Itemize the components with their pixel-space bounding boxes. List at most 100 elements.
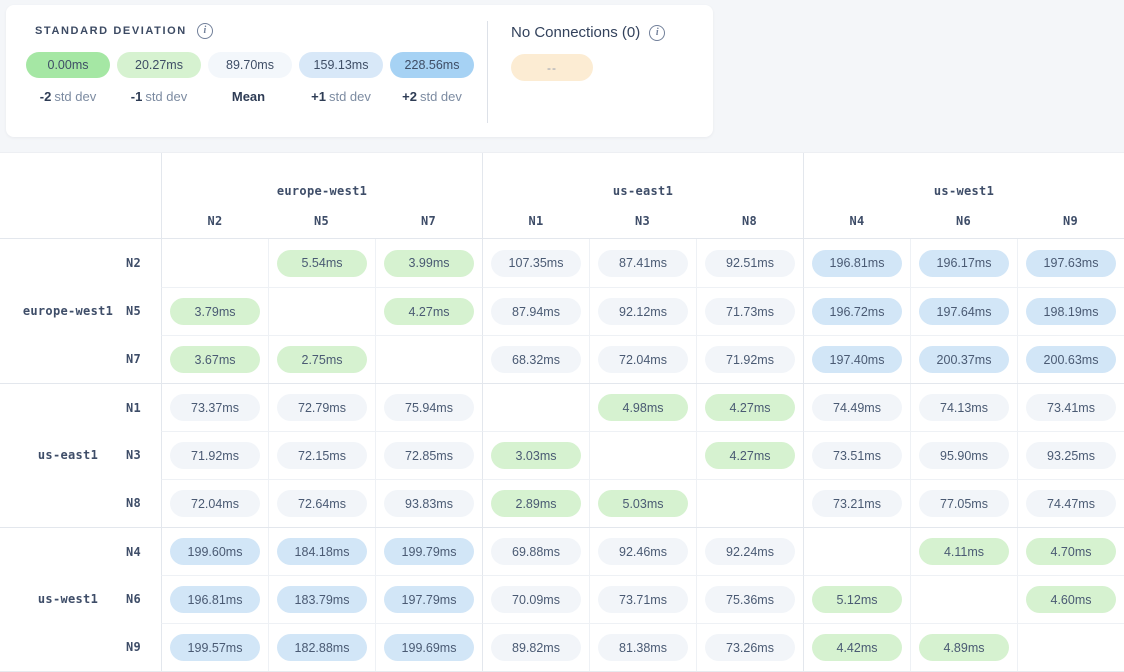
latency-pill[interactable]: 72.79ms xyxy=(277,394,367,421)
latency-pill[interactable]: 5.54ms xyxy=(277,249,367,277)
latency-pill[interactable]: 73.26ms xyxy=(705,634,795,661)
latency-cell-N6-N4[interactable]: 5.12ms xyxy=(803,575,910,623)
latency-cell-N7-N5[interactable]: 2.75ms xyxy=(268,335,375,383)
latency-pill[interactable]: 4.98ms xyxy=(598,394,688,421)
latency-cell-N1-N6[interactable]: 74.13ms xyxy=(910,384,1017,431)
latency-pill[interactable]: 95.90ms xyxy=(919,442,1009,469)
latency-cell-N5-N8[interactable]: 71.73ms xyxy=(696,287,803,335)
latency-pill[interactable]: 2.75ms xyxy=(277,346,367,373)
latency-pill[interactable]: 73.37ms xyxy=(170,394,260,421)
latency-cell-N9-N5[interactable]: 182.88ms xyxy=(268,623,375,671)
latency-pill[interactable]: 4.11ms xyxy=(919,538,1009,565)
latency-cell-N2-N1[interactable]: 107.35ms xyxy=(482,239,589,287)
latency-pill[interactable]: 3.99ms xyxy=(384,249,474,277)
latency-cell-N4-N6[interactable]: 4.11ms xyxy=(910,528,1017,575)
latency-cell-N1-N8[interactable]: 4.27ms xyxy=(696,384,803,431)
latency-cell-N7-N6[interactable]: 200.37ms xyxy=(910,335,1017,383)
latency-pill[interactable]: 199.79ms xyxy=(384,538,474,565)
latency-cell-N8-N9[interactable]: 74.47ms xyxy=(1017,479,1124,527)
latency-cell-N3-N7[interactable]: 72.85ms xyxy=(375,431,482,479)
latency-pill[interactable]: 5.12ms xyxy=(812,586,902,613)
latency-cell-N2-N8[interactable]: 92.51ms xyxy=(696,239,803,287)
latency-cell-N9-N2[interactable]: 199.57ms xyxy=(161,623,268,671)
latency-cell-N3-N5[interactable]: 72.15ms xyxy=(268,431,375,479)
latency-pill[interactable]: 4.89ms xyxy=(919,634,1009,661)
latency-pill[interactable]: 69.88ms xyxy=(491,538,581,565)
latency-pill[interactable]: 196.17ms xyxy=(919,249,1009,277)
latency-pill[interactable]: 196.72ms xyxy=(812,298,902,325)
latency-cell-N9-N7[interactable]: 199.69ms xyxy=(375,623,482,671)
latency-cell-N4-N9[interactable]: 4.70ms xyxy=(1017,528,1124,575)
latency-cell-N2-N6[interactable]: 196.17ms xyxy=(910,239,1017,287)
latency-pill[interactable]: 3.67ms xyxy=(170,346,260,373)
latency-cell-N9-N4[interactable]: 4.42ms xyxy=(803,623,910,671)
latency-pill[interactable]: 4.27ms xyxy=(705,394,795,421)
latency-pill[interactable]: 4.60ms xyxy=(1026,586,1116,613)
latency-pill[interactable]: 73.51ms xyxy=(812,442,902,469)
latency-cell-N1-N5[interactable]: 72.79ms xyxy=(268,384,375,431)
latency-pill[interactable]: 92.24ms xyxy=(705,538,795,565)
latency-pill[interactable]: 93.83ms xyxy=(384,490,474,517)
latency-pill[interactable]: 71.92ms xyxy=(170,442,260,469)
latency-cell-N5-N3[interactable]: 92.12ms xyxy=(589,287,696,335)
latency-cell-N4-N3[interactable]: 92.46ms xyxy=(589,528,696,575)
latency-cell-N8-N3[interactable]: 5.03ms xyxy=(589,479,696,527)
latency-pill[interactable]: 182.88ms xyxy=(277,634,367,661)
latency-cell-N6-N8[interactable]: 75.36ms xyxy=(696,575,803,623)
latency-pill[interactable]: 74.47ms xyxy=(1026,490,1116,517)
latency-pill[interactable]: 197.40ms xyxy=(812,346,902,373)
latency-pill[interactable]: 74.49ms xyxy=(812,394,902,421)
latency-pill[interactable]: 71.73ms xyxy=(705,298,795,325)
latency-pill[interactable]: 72.15ms xyxy=(277,442,367,469)
latency-pill[interactable]: 4.42ms xyxy=(812,634,902,661)
latency-cell-N4-N7[interactable]: 199.79ms xyxy=(375,528,482,575)
latency-cell-N8-N1[interactable]: 2.89ms xyxy=(482,479,589,527)
latency-cell-N6-N2[interactable]: 196.81ms xyxy=(161,575,268,623)
latency-cell-N6-N3[interactable]: 73.71ms xyxy=(589,575,696,623)
latency-pill[interactable]: 184.18ms xyxy=(277,538,367,565)
latency-pill[interactable]: 72.04ms xyxy=(598,346,688,373)
latency-pill[interactable]: 89.82ms xyxy=(491,634,581,661)
latency-cell-N5-N4[interactable]: 196.72ms xyxy=(803,287,910,335)
latency-pill[interactable]: 72.04ms xyxy=(170,490,260,517)
latency-cell-N6-N7[interactable]: 197.79ms xyxy=(375,575,482,623)
latency-pill[interactable]: 68.32ms xyxy=(491,346,581,373)
latency-cell-N7-N1[interactable]: 68.32ms xyxy=(482,335,589,383)
latency-cell-N1-N7[interactable]: 75.94ms xyxy=(375,384,482,431)
latency-cell-N7-N4[interactable]: 197.40ms xyxy=(803,335,910,383)
latency-cell-N2-N3[interactable]: 87.41ms xyxy=(589,239,696,287)
latency-pill[interactable]: 4.70ms xyxy=(1026,538,1116,565)
latency-pill[interactable]: 87.94ms xyxy=(491,298,581,325)
latency-pill[interactable]: 4.27ms xyxy=(384,298,474,325)
latency-cell-N8-N7[interactable]: 93.83ms xyxy=(375,479,482,527)
latency-cell-N3-N8[interactable]: 4.27ms xyxy=(696,431,803,479)
latency-cell-N8-N2[interactable]: 72.04ms xyxy=(161,479,268,527)
latency-pill[interactable]: 197.63ms xyxy=(1026,249,1116,277)
latency-cell-N4-N2[interactable]: 199.60ms xyxy=(161,528,268,575)
latency-pill[interactable]: 72.64ms xyxy=(277,490,367,517)
latency-pill[interactable]: 197.64ms xyxy=(919,298,1009,325)
latency-pill[interactable]: 81.38ms xyxy=(598,634,688,661)
latency-cell-N3-N9[interactable]: 93.25ms xyxy=(1017,431,1124,479)
latency-pill[interactable]: 4.27ms xyxy=(705,442,795,469)
latency-cell-N6-N9[interactable]: 4.60ms xyxy=(1017,575,1124,623)
latency-cell-N5-N9[interactable]: 198.19ms xyxy=(1017,287,1124,335)
latency-pill[interactable]: 92.46ms xyxy=(598,538,688,565)
latency-cell-N8-N5[interactable]: 72.64ms xyxy=(268,479,375,527)
latency-cell-N9-N6[interactable]: 4.89ms xyxy=(910,623,1017,671)
latency-cell-N4-N5[interactable]: 184.18ms xyxy=(268,528,375,575)
latency-cell-N1-N9[interactable]: 73.41ms xyxy=(1017,384,1124,431)
latency-pill[interactable]: 73.21ms xyxy=(812,490,902,517)
latency-cell-N2-N7[interactable]: 3.99ms xyxy=(375,239,482,287)
latency-cell-N6-N5[interactable]: 183.79ms xyxy=(268,575,375,623)
latency-pill[interactable]: 2.89ms xyxy=(491,490,581,517)
latency-cell-N3-N4[interactable]: 73.51ms xyxy=(803,431,910,479)
latency-pill[interactable]: 5.03ms xyxy=(598,490,688,517)
latency-pill[interactable]: 87.41ms xyxy=(598,249,688,277)
latency-cell-N9-N3[interactable]: 81.38ms xyxy=(589,623,696,671)
latency-cell-N4-N8[interactable]: 92.24ms xyxy=(696,528,803,575)
latency-pill[interactable]: 71.92ms xyxy=(705,346,795,373)
latency-cell-N8-N6[interactable]: 77.05ms xyxy=(910,479,1017,527)
latency-cell-N1-N3[interactable]: 4.98ms xyxy=(589,384,696,431)
latency-cell-N6-N1[interactable]: 70.09ms xyxy=(482,575,589,623)
